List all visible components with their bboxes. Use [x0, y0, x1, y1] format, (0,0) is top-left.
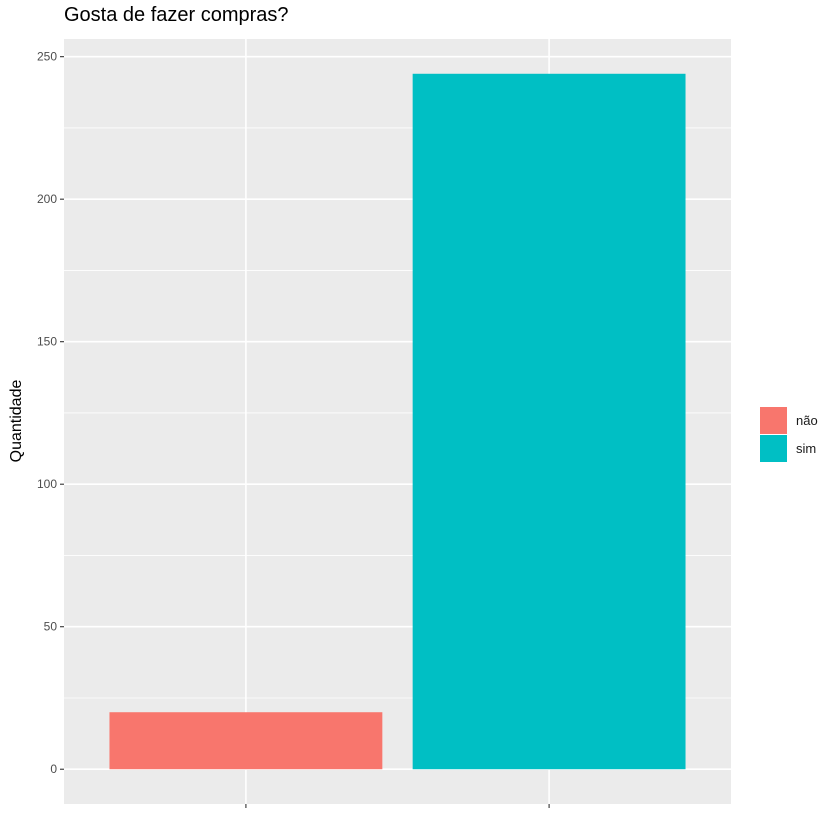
legend-swatch-sim [760, 434, 787, 462]
y-tick-label: 200 [37, 192, 57, 206]
legend-label-sim: sim [796, 440, 817, 456]
y-tick-label: 0 [50, 762, 57, 776]
y-tick-label: 150 [37, 335, 57, 349]
y-axis-label: Quantidade [8, 379, 25, 463]
y-tick-label: 250 [37, 50, 57, 64]
legend-label-nao: não [796, 412, 818, 428]
legend-item-nao: não [760, 406, 818, 434]
bar-nao [109, 712, 383, 770]
y-tick-label: 50 [44, 620, 58, 634]
chart-title: Gosta de fazer compras? [64, 4, 289, 26]
bar-sim [412, 73, 686, 770]
legend: não sim [760, 406, 818, 462]
legend-item-sim: sim [760, 434, 818, 462]
legend-swatch-nao [760, 406, 787, 434]
y-tick-label: 100 [37, 477, 57, 491]
